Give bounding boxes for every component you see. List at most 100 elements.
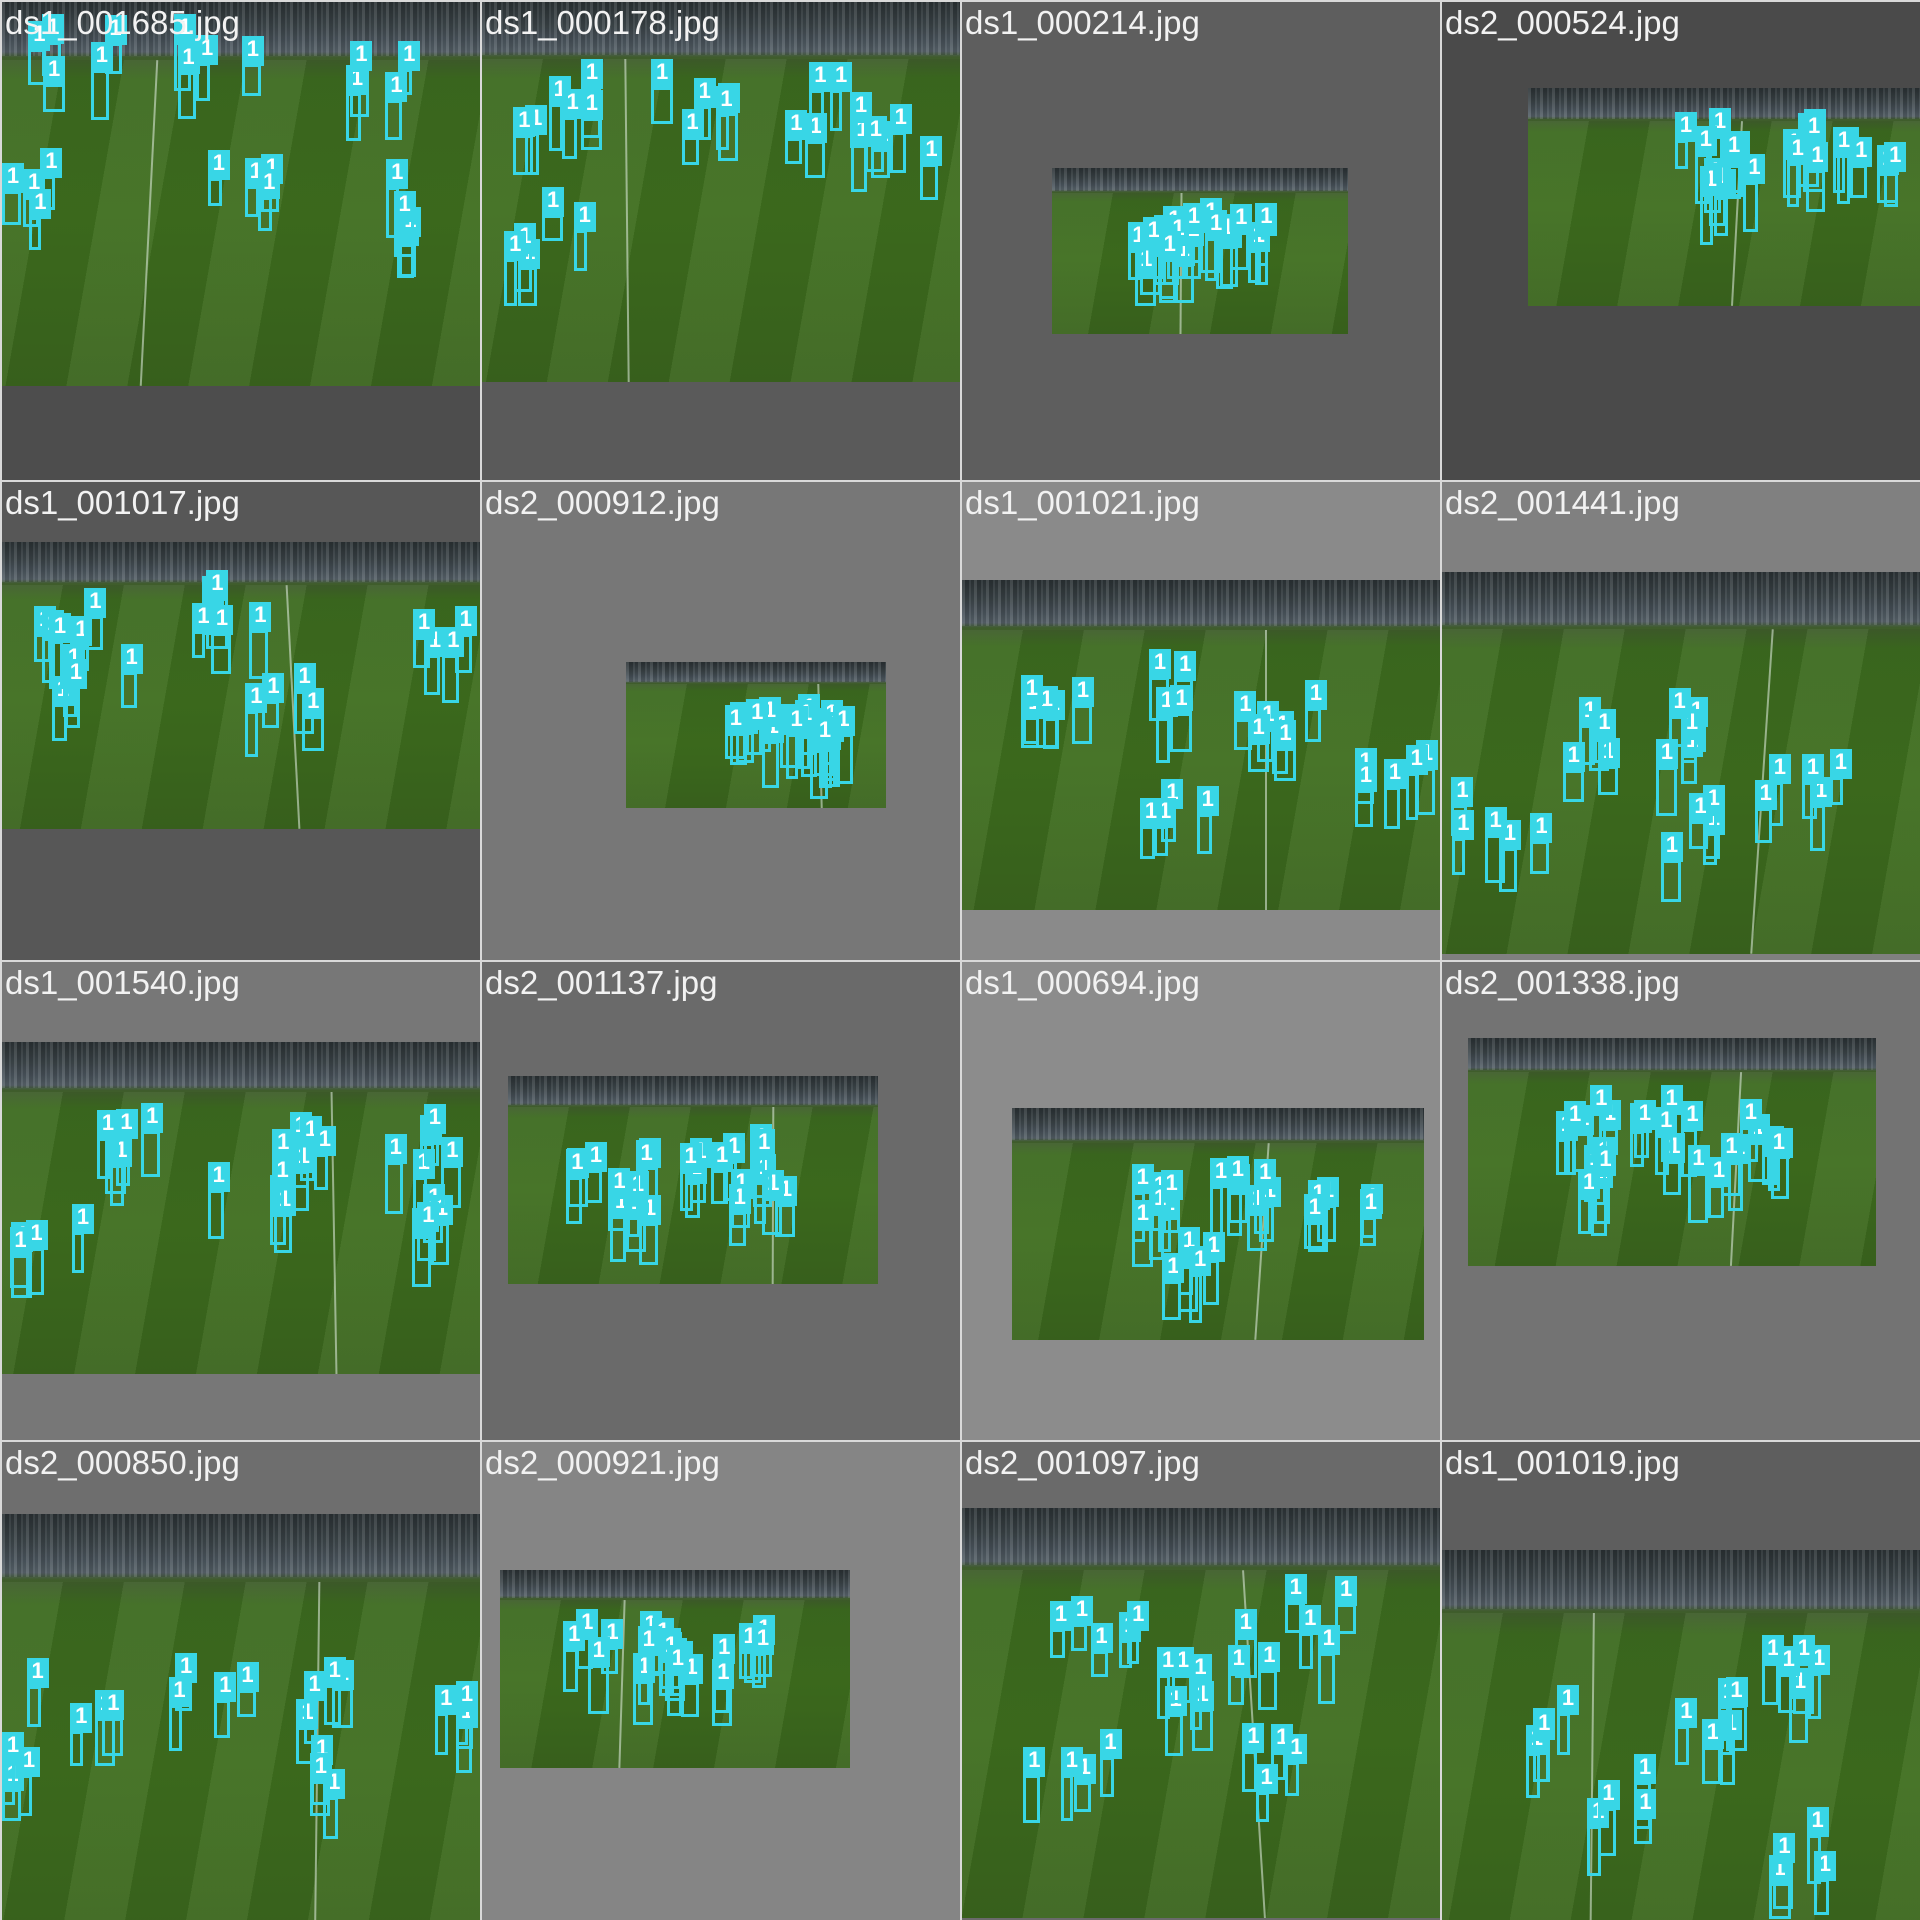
mosaic-tile: 1111111111111111111111111ds2_001097.jpg: [962, 1442, 1440, 1920]
class-label-tag: 1: [97, 1109, 120, 1140]
bounding-box: [920, 163, 939, 200]
bounding-box: [1689, 821, 1709, 850]
bounding-box: [1230, 231, 1250, 270]
bounding-box: [299, 1144, 315, 1182]
bounding-box: [1562, 770, 1584, 803]
class-label-tag: 1: [1689, 793, 1712, 824]
bounding-box: [29, 217, 42, 251]
class-label-tag: 1: [1773, 1833, 1796, 1864]
bounding-box: [566, 1176, 583, 1224]
class-label-tag: 1: [587, 1636, 610, 1667]
bounding-box: [423, 1132, 439, 1167]
bounding-box: [1633, 1128, 1649, 1159]
class-label-tag: 1: [28, 20, 51, 51]
tile-filename: ds2_001137.jpg: [485, 964, 718, 1001]
bounding-box: [1035, 714, 1058, 749]
bounding-box: [245, 711, 259, 758]
class-label-tag: 1: [693, 78, 716, 109]
bounding-box: [350, 68, 370, 117]
class-label-tag: 1: [1359, 1188, 1382, 1219]
bounding-box: [1060, 1774, 1073, 1821]
bounding-box: [1593, 737, 1616, 763]
class-label-tag: 1: [1594, 1145, 1617, 1176]
class-label-tag: 1: [785, 706, 808, 737]
class-label-tag: 1: [1299, 1605, 1322, 1636]
bounding-box: [1242, 1750, 1258, 1792]
class-label-tag: 1: [889, 103, 912, 134]
bounding-box: [804, 141, 825, 179]
bounding-box: [1247, 742, 1269, 773]
bounding-box: [542, 214, 564, 241]
bounding-box: [65, 687, 81, 729]
class-label-tag: 1: [1767, 1128, 1790, 1159]
bounding-box: [9, 1254, 29, 1288]
class-label-tag: 1: [1777, 1645, 1800, 1676]
bounding-box: [1384, 786, 1401, 829]
class-label-tag: 1: [1209, 1158, 1232, 1189]
class-label-tag: 1: [43, 56, 66, 87]
bounding-box: [214, 1699, 231, 1738]
bounding-box: [1049, 1629, 1065, 1659]
class-label-tag: 1: [1674, 112, 1697, 143]
bounding-box: [1661, 860, 1681, 903]
class-label-tag: 1: [1317, 1624, 1340, 1655]
bounding-box: [1578, 1196, 1592, 1234]
class-label-tag: 1: [1174, 650, 1197, 681]
pitch-photo: [1442, 572, 1920, 954]
class-label-tag: 1: [724, 704, 747, 735]
class-label-tag: 1: [1656, 739, 1679, 770]
bounding-box: [1090, 1651, 1108, 1678]
bounding-box: [1806, 170, 1826, 213]
class-label-tag: 1: [417, 1201, 440, 1232]
class-label-tag: 1: [1274, 720, 1297, 751]
class-label-tag: 1: [637, 1626, 660, 1657]
bounding-box: [1255, 1791, 1269, 1822]
class-label-tag: 1: [681, 108, 704, 139]
bounding-box: [724, 732, 746, 759]
class-label-tag: 1: [258, 169, 281, 200]
bounding-box: [809, 90, 825, 139]
bounding-box: [456, 1708, 473, 1749]
class-label-tag: 1: [1023, 1746, 1046, 1777]
bounding-box: [1196, 814, 1212, 855]
bounding-box: [102, 1717, 124, 1756]
bounding-box: [561, 117, 577, 160]
bounding-box: [1832, 154, 1845, 193]
class-label-tag: 1: [1556, 1685, 1579, 1716]
bounding-box: [1767, 1156, 1780, 1191]
bounding-box: [442, 655, 460, 704]
class-label-tag: 1: [1148, 648, 1171, 679]
bounding-box: [1687, 1173, 1708, 1224]
class-label-tag: 1: [651, 58, 674, 89]
tile-filename: ds1_001540.jpg: [5, 964, 240, 1001]
class-label-tag: 1: [1234, 1609, 1257, 1640]
class-label-tag: 1: [313, 1125, 336, 1156]
class-label-tag: 1: [104, 14, 127, 45]
bounding-box: [258, 197, 273, 232]
class-label-tag: 1: [1070, 1595, 1093, 1626]
class-label-tag: 1: [561, 89, 584, 120]
class-label-tag: 1: [1562, 742, 1585, 773]
class-label-tag: 1: [1335, 1575, 1358, 1606]
class-label-tag: 1: [666, 1645, 689, 1676]
class-label-tag: 1: [1255, 1763, 1278, 1794]
class-label-tag: 1: [141, 1102, 164, 1133]
class-label-tag: 1: [168, 1677, 191, 1708]
class-label-tag: 1: [272, 1128, 295, 1159]
bounding-box: [1530, 841, 1550, 875]
bounding-box: [864, 143, 884, 172]
class-label-tag: 1: [65, 659, 88, 690]
class-label-tag: 1: [303, 1671, 326, 1702]
class-label-tag: 1: [1739, 1099, 1762, 1130]
bounding-box: [1354, 789, 1373, 827]
bounding-box: [752, 1652, 767, 1688]
class-label-tag: 1: [1768, 754, 1791, 785]
class-label-tag: 1: [1533, 1710, 1556, 1741]
mosaic-tile: 111111111111111111111111111ds1_001540.jp…: [2, 962, 480, 1440]
class-label-tag: 1: [1661, 832, 1683, 863]
bounding-box: [738, 1651, 753, 1680]
